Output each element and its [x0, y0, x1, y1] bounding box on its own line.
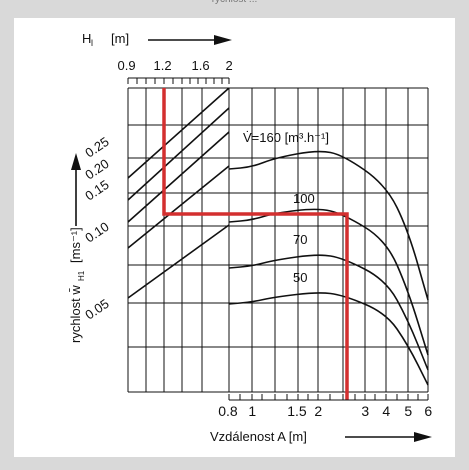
series-label-100: 100: [293, 191, 315, 206]
velocity-line-1: [127, 107, 230, 201]
flow-curve-70: [228, 254, 429, 371]
y-axis-label-sub: H1: [77, 270, 86, 281]
flow-curve-160: [228, 150, 429, 301]
series-label-70: 70: [293, 232, 307, 247]
chart-panel: [14, 18, 455, 457]
header-fragment: rychlost ...: [0, 0, 469, 8]
top-axis-label-sub: l: [91, 38, 93, 48]
top-axis-label: H: [82, 31, 91, 46]
velocity-line-4: [127, 224, 230, 299]
top-tick-label-3: 2: [226, 58, 233, 73]
x-tick-label-5: 4: [382, 403, 390, 419]
velocity-line-3: [127, 165, 230, 249]
velocity-label-2: 0.15: [82, 177, 111, 204]
x-tick-label-3: 2: [314, 403, 322, 419]
x-tick-label-4: 3: [361, 403, 369, 419]
flow-curve-100: [228, 208, 429, 356]
velocity-label-0: 0.25: [82, 134, 111, 161]
example-path: [162, 88, 349, 400]
y-axis-arrow-head: [71, 153, 81, 170]
top-axis-arrow-head: [214, 35, 232, 45]
x-tick-label-6: 5: [404, 403, 412, 419]
y-axis-label: rychlost w̄: [68, 285, 83, 343]
top-axis-unit: [m]: [111, 31, 129, 46]
top-tick-label-1: 1.2: [154, 58, 172, 73]
x-axis-arrow-head: [414, 432, 432, 442]
x-tick-label-2: 1.5: [287, 403, 307, 419]
flow-curve-50: [228, 292, 429, 386]
velocity-line-2: [127, 131, 230, 223]
x-tick-label-7: 6: [424, 403, 432, 419]
y-axis-label-group: rychlost w̄ H1 [ms⁻¹]: [68, 227, 86, 343]
x-tick-label-0: 0.8: [218, 403, 238, 419]
top-tick-label-2: 1.6: [192, 58, 210, 73]
y-axis-unit: [ms⁻¹]: [68, 227, 83, 263]
velocity-label-3: 0.10: [82, 219, 111, 246]
velocity-line-0: [127, 87, 230, 179]
series-label-50: 50: [293, 270, 307, 285]
velocity-label-4: 0.05: [82, 296, 111, 323]
series-label-160: V̇=160 [m³.h⁻¹]: [243, 130, 329, 145]
top-tick-label-0: 0.9: [118, 58, 136, 73]
x-tick-label-1: 1: [248, 403, 256, 419]
x-axis-label: Vzdálenost A [m]: [210, 429, 307, 444]
velocity-label-1: 0.20: [82, 156, 111, 183]
